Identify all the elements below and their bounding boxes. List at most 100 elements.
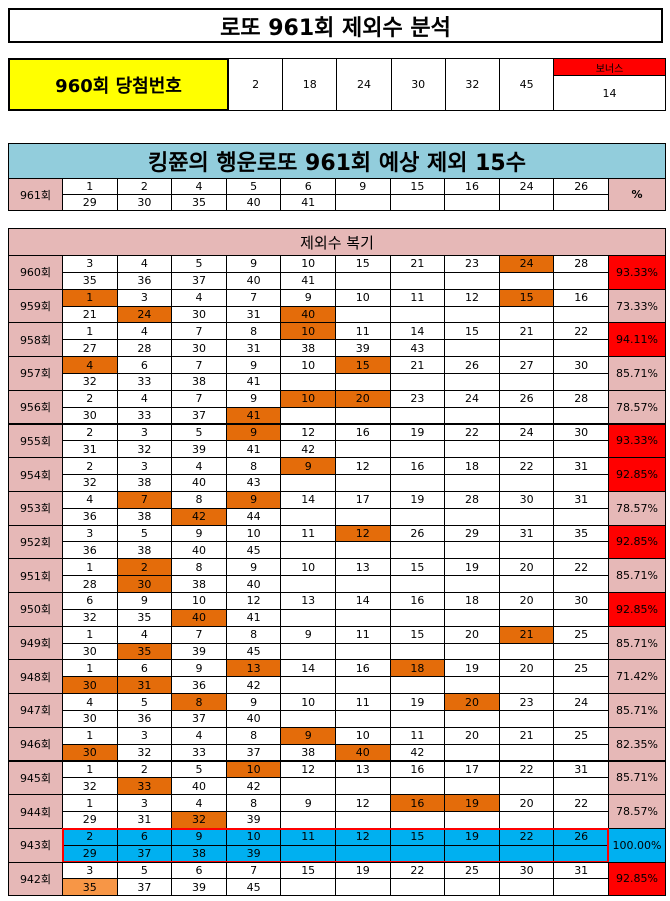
number-cell: 36: [116, 271, 173, 290]
pct-cell: 100.00%: [608, 827, 666, 863]
number-cell: 22: [553, 794, 609, 813]
number-cell: 38: [116, 474, 173, 492]
number-cell: 9: [225, 255, 282, 273]
row-label: 947회: [8, 693, 63, 728]
number-cell: 30: [553, 356, 609, 374]
number-cell: 17: [335, 490, 391, 509]
empty-cell: [335, 709, 391, 728]
empty-cell: [498, 811, 555, 829]
number-cell: 30: [553, 423, 609, 442]
empty-cell: [444, 709, 500, 728]
row-label: 953회: [8, 490, 63, 526]
number-cell: 26: [553, 178, 609, 195]
empty-cell: [335, 575, 391, 593]
number-cell: 40: [171, 777, 227, 796]
number-cell: 40: [171, 541, 227, 560]
number-cell: 12: [335, 524, 391, 543]
number-cell: 40: [171, 474, 227, 492]
number-cell: 5: [225, 178, 282, 195]
number-cell: 14: [280, 490, 336, 509]
number-cell: 1: [62, 794, 118, 813]
pct-cell: 78.57%: [608, 490, 666, 526]
number-cell: 25: [553, 659, 609, 678]
number-cell: 45: [225, 642, 282, 661]
number-cell: 4: [62, 356, 118, 374]
number-cell: 1: [62, 625, 118, 644]
number-cell: 23: [389, 389, 446, 408]
number-cell: 16: [389, 592, 446, 610]
number-cell: 42: [225, 777, 282, 796]
number-cell: 32: [171, 811, 227, 829]
pct-cell: 71.42%: [608, 659, 666, 695]
empty-cell: [498, 339, 555, 358]
number-cell: 4: [171, 288, 227, 307]
empty-cell: [498, 372, 555, 391]
number-cell: 40: [171, 608, 227, 627]
empty-cell: [444, 811, 500, 829]
number-cell: 31: [225, 305, 282, 324]
row-label: 954회: [8, 457, 63, 492]
number-cell: 24: [498, 423, 555, 442]
empty-cell: [280, 811, 336, 829]
number-cell: 1: [62, 659, 118, 678]
number-cell: 45: [225, 878, 282, 897]
number-cell: 10: [280, 322, 336, 341]
number-cell: 21: [389, 356, 446, 374]
number-cell: 11: [389, 726, 446, 745]
number-cell: 19: [444, 659, 500, 678]
empty-cell: [389, 372, 446, 391]
number-cell: 6: [62, 592, 118, 610]
number-cell: 18: [444, 457, 500, 476]
number-cell: 13: [335, 558, 391, 577]
number-cell: 37: [116, 878, 173, 897]
number-cell: 40: [280, 305, 336, 324]
number-cell: 24: [498, 178, 555, 195]
winning-number: 30: [390, 58, 446, 111]
number-cell: 37: [225, 743, 282, 762]
number-cell: 32: [62, 608, 118, 627]
empty-cell: [335, 507, 391, 526]
empty-cell: [444, 676, 500, 695]
number-cell: 8: [225, 794, 282, 813]
winning-number: 24: [336, 58, 392, 111]
number-cell: 9: [225, 558, 282, 577]
number-cell: 13: [225, 659, 282, 678]
number-cell: 32: [116, 743, 173, 762]
number-cell: 3: [116, 457, 173, 476]
number-cell: 31: [116, 676, 173, 695]
empty-cell: [335, 474, 391, 492]
number-cell: 30: [62, 676, 118, 695]
number-cell: 20: [444, 693, 500, 711]
number-cell: 19: [389, 693, 446, 711]
empty-cell: [280, 541, 336, 560]
number-cell: 16: [335, 423, 391, 442]
row-label: 946회: [8, 726, 63, 762]
number-cell: 28: [553, 255, 609, 273]
number-cell: 40: [225, 709, 282, 728]
empty-cell: [444, 642, 500, 661]
number-cell: 10: [280, 389, 336, 408]
number-cell: 7: [171, 389, 227, 408]
number-cell: 37: [171, 709, 227, 728]
empty-cell: [389, 676, 446, 695]
number-cell: 10: [171, 592, 227, 610]
empty-cell: [553, 339, 609, 358]
number-cell: 39: [171, 440, 227, 459]
empty-cell: [553, 305, 609, 324]
empty-cell: [498, 271, 555, 290]
empty-cell: [498, 777, 555, 796]
number-cell: 9: [225, 693, 282, 711]
number-cell: 10: [280, 255, 336, 273]
empty-cell: [335, 811, 391, 829]
number-cell: 9: [280, 288, 336, 307]
empty-cell: [498, 440, 555, 459]
number-cell: 7: [171, 625, 227, 644]
number-cell: 33: [116, 406, 173, 425]
review-title: 제외수 복기: [8, 228, 666, 256]
pct-cell: 85.71%: [608, 356, 666, 391]
number-cell: 38: [116, 541, 173, 560]
row-label: 958회: [8, 322, 63, 358]
number-cell: 35: [62, 878, 118, 897]
empty-cell: [280, 777, 336, 796]
winning-number: 45: [499, 58, 555, 111]
